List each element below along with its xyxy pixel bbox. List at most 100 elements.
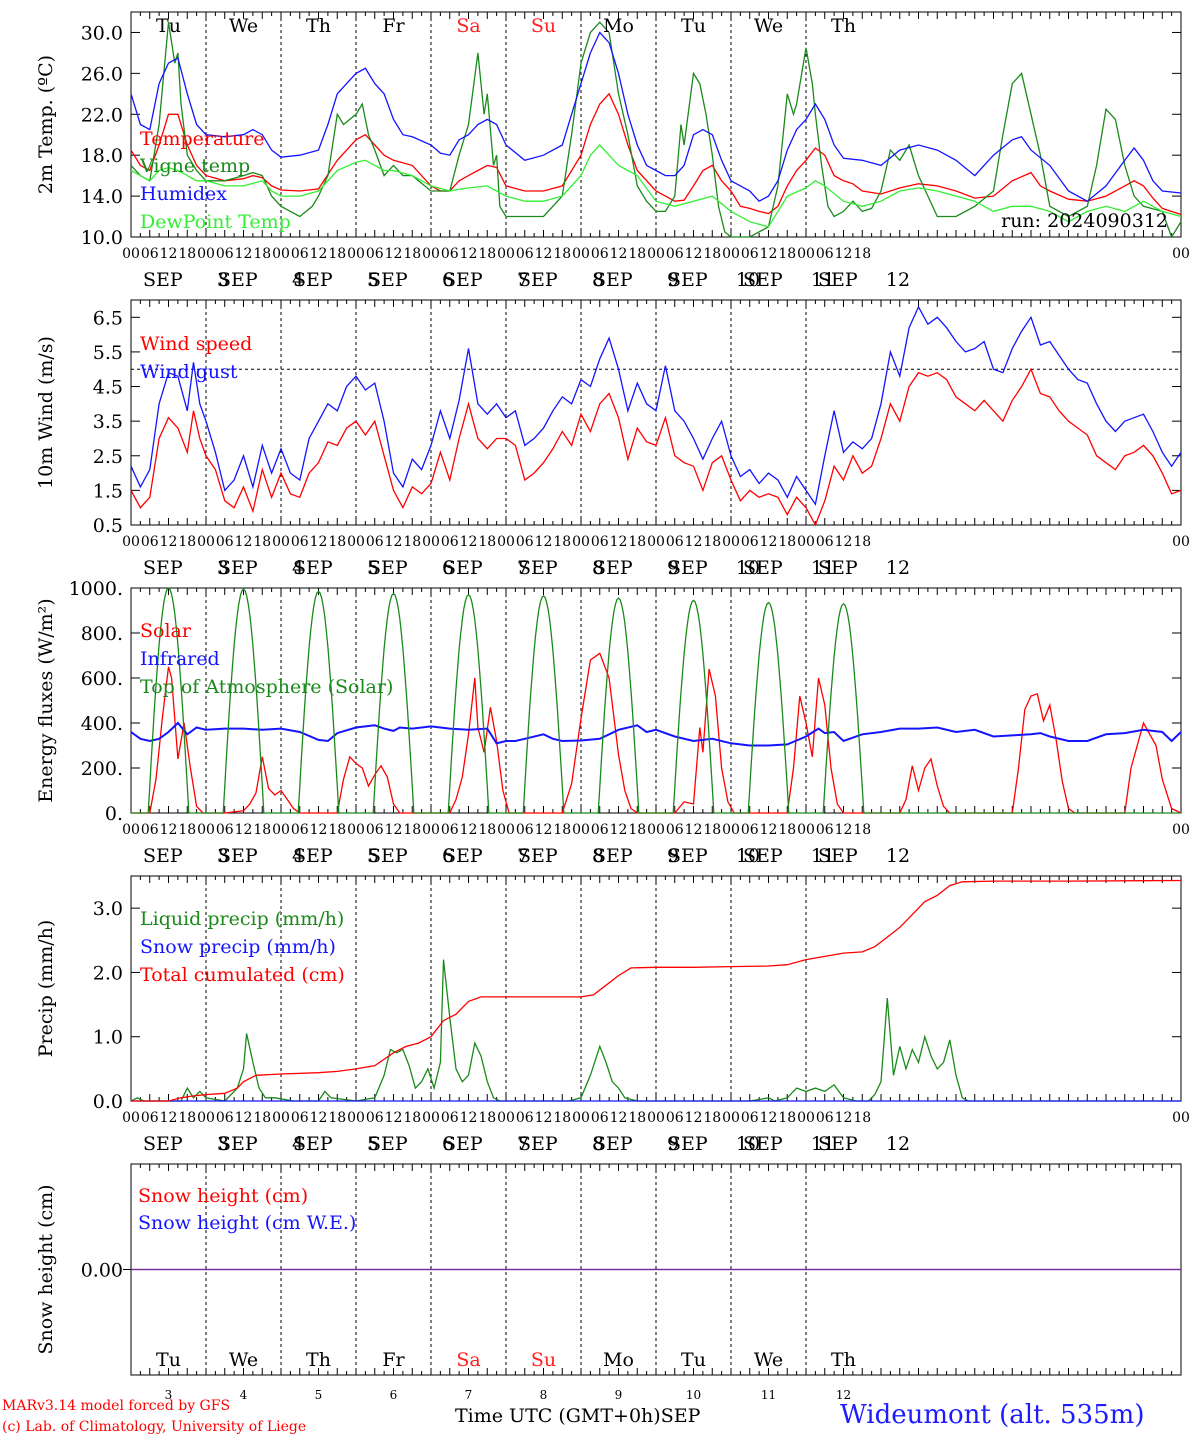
hour-label: 18 [403, 534, 421, 550]
date-month-label: SEP [593, 557, 633, 579]
date-day-label: 9 [667, 1133, 679, 1155]
hour-label: 18 [853, 1110, 871, 1126]
hour-label: 18 [703, 246, 721, 262]
date-day-label: 3 [217, 269, 229, 291]
plot-frame [130, 587, 1182, 814]
hour-label: 18 [553, 822, 571, 838]
date-month-label: SEP [743, 1133, 783, 1155]
day-of-week-label: We [754, 1349, 783, 1371]
date-day-label: 8 [592, 269, 604, 291]
day-of-week-label: We [229, 1349, 258, 1371]
hour-label: 12 [685, 246, 703, 262]
hour-label: 06 [666, 822, 684, 838]
hour-label: 12 [310, 246, 328, 262]
hour-label: 18 [853, 534, 871, 550]
hour-label: 18 [253, 246, 271, 262]
date-day-label: 6 [442, 557, 454, 579]
hour-label: 00 [1172, 534, 1190, 550]
hour-label: 12 [835, 246, 853, 262]
y-tick-label: 1000. [69, 578, 123, 600]
date-month-label: SEP [818, 557, 858, 579]
hour-label: 12 [310, 1110, 328, 1126]
date-month-label: SEP [143, 269, 183, 291]
hour-label: 12 [835, 822, 853, 838]
hour-label: 18 [628, 246, 646, 262]
hour-label: 06 [516, 1110, 534, 1126]
date-day-label: 6 [442, 269, 454, 291]
day-of-week-label: Th [831, 1349, 856, 1371]
date-day-label: 7 [517, 1133, 529, 1155]
series-line-3-3 [131, 587, 1181, 814]
hour-label: 00 [422, 534, 440, 550]
hour-label: 12 [310, 822, 328, 838]
day-of-week-label: Fr [382, 1349, 405, 1371]
date-day-label: 12 [886, 269, 910, 291]
date-month-label: SEP [593, 269, 633, 291]
station-label: Wideumont (alt. 535m) [840, 1400, 1145, 1430]
hour-label: 06 [666, 534, 684, 550]
panel-2: 0.5 1.5 2.5 3.5 4.5 5.5 6.5 10m Wind (m/s) Wind … [35, 299, 1190, 579]
hour-label: 06 [141, 822, 159, 838]
hour-label: 18 [703, 1110, 721, 1126]
date-month-label: SEP [443, 845, 483, 867]
panel-1: 10.0 14.0 18.0 22.0 26.0 30.0 2m Temp. (ºC) Tem… [35, 11, 1190, 291]
hour-label: 06 [591, 246, 609, 262]
hour-label: 12 [460, 246, 478, 262]
hour-label: 00 [422, 246, 440, 262]
hour-label: 18 [778, 822, 796, 838]
hour-label: 12 [835, 534, 853, 550]
day-of-week-label: Th [306, 15, 331, 37]
date-day-label: 5 [367, 1133, 379, 1155]
y-tick-label: 5.5 [93, 342, 123, 364]
hour-label: 12 [535, 246, 553, 262]
day-of-week-label: Sa [456, 1349, 480, 1371]
date-month-label: SEP [368, 1133, 408, 1155]
legend-label: Infrared [140, 648, 220, 670]
hour-label: 00 [722, 246, 740, 262]
legend-label: Snow height (cm W.E.) [138, 1212, 356, 1234]
hour-label: 06 [591, 534, 609, 550]
y-tick-label: 1.0 [93, 1027, 123, 1049]
hour-label: 06 [516, 534, 534, 550]
y-axis-label: Snow height (cm) [35, 1184, 57, 1354]
date-day-label: 5 [367, 557, 379, 579]
hour-label: 00 [572, 246, 590, 262]
date-month-label: SEP [293, 845, 333, 867]
y-tick-label: 6.5 [93, 307, 123, 329]
date-day-label: 4 [240, 1388, 248, 1402]
hour-label: 12 [760, 822, 778, 838]
series-line-4-1 [130, 959, 1181, 1102]
day-of-week-label: Mo [603, 15, 634, 37]
hour-label: 00 [347, 1110, 365, 1126]
hour-label: 00 [572, 1110, 590, 1126]
legend-label: Wind speed [140, 333, 252, 355]
date-month-label: SEP [218, 269, 258, 291]
hour-label: 12 [835, 1110, 853, 1126]
hour-label: 18 [253, 822, 271, 838]
date-day-label: 7 [517, 845, 529, 867]
hour-label: 00 [122, 534, 140, 550]
hour-label: 06 [441, 534, 459, 550]
day-of-week-label: We [754, 15, 783, 37]
hour-label: 18 [328, 1110, 346, 1126]
hour-label: 00 [197, 246, 215, 262]
hour-label: 00 [722, 822, 740, 838]
date-day-label: 10 [736, 269, 760, 291]
date-day-label: 4 [292, 845, 304, 867]
hour-label: 18 [628, 822, 646, 838]
hour-label: 06 [816, 246, 834, 262]
hour-label: 00 [272, 822, 290, 838]
hour-label: 12 [385, 246, 403, 262]
date-month-label: SEP [218, 845, 258, 867]
date-day-label: 6 [390, 1388, 398, 1402]
date-day-label: 10 [736, 557, 760, 579]
hour-label: 00 [797, 822, 815, 838]
date-month-label: SEP [668, 1133, 708, 1155]
y-tick-label: 18.0 [81, 145, 123, 167]
hour-label: 18 [703, 534, 721, 550]
y-tick-label: 600. [81, 668, 123, 690]
hour-label: 12 [235, 822, 253, 838]
legend-label: DewPoint Temp [140, 211, 291, 233]
date-month-label: SEP [668, 845, 708, 867]
date-day-label: 12 [836, 1388, 851, 1402]
